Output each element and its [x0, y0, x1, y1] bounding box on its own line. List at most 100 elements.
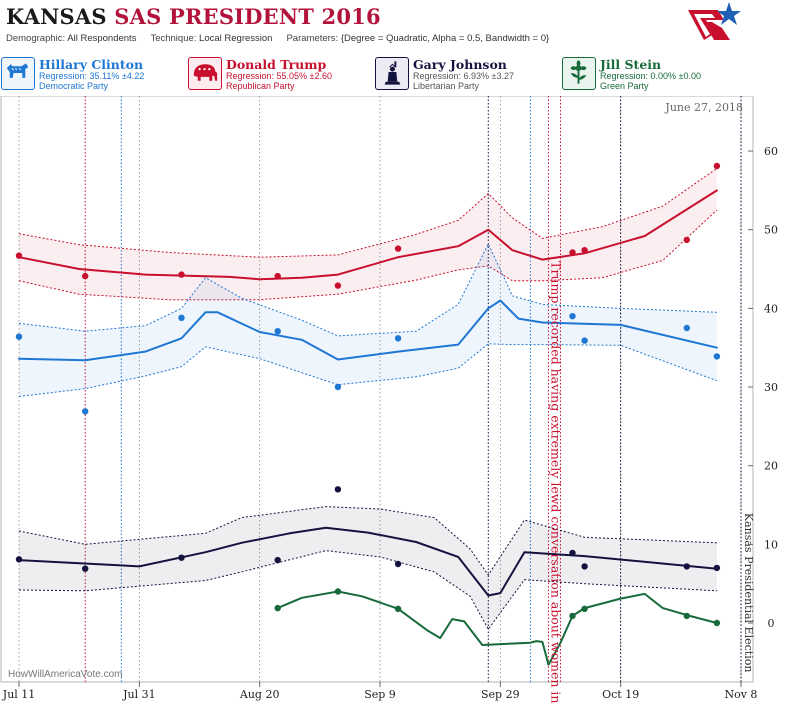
hillary-clinton-poll-point — [334, 383, 342, 391]
candidate-regression: Regression: 35.11% ±4.22 — [39, 71, 145, 81]
gary-johnson-poll-point — [683, 563, 690, 570]
chart-header: KANSAS SAS PRESIDENT 2016 Demographic: A… — [0, 0, 789, 56]
gary-johnson-poll-point — [713, 564, 721, 572]
polling-chart: Trump recorded having extremely lewd con… — [0, 96, 778, 704]
gary-johnson-band-lower — [18, 550, 717, 631]
legend-item-johnson: Gary Johnson Regression: 6.93% ±3.27 Lib… — [374, 56, 562, 92]
donald-trump-band-upper — [18, 167, 718, 258]
annotation-label: Trump recorded having extremely lewd con… — [548, 261, 563, 704]
demographic-value: All Respondents — [67, 33, 137, 44]
candidate-party: Green Party — [600, 81, 649, 91]
hillary-clinton-poll-point — [178, 314, 185, 321]
candidate-name: Hillary Clinton — [39, 57, 144, 72]
gary-johnson-band-fill — [19, 506, 717, 630]
donald-trump-poll-point — [274, 272, 281, 280]
donald-trump-poll-point — [569, 249, 576, 256]
y-tick-label: 20 — [764, 460, 778, 473]
hillary-clinton-poll-point — [274, 328, 281, 335]
poll-points — [15, 162, 721, 627]
plot-frame — [0, 96, 754, 683]
title-rest: SAS PRESIDENT 2016 — [106, 4, 381, 29]
donald-trump-poll-point — [713, 162, 721, 170]
x-tick-label: Aug 20 — [239, 688, 280, 701]
parameters-value: {Degree = Quadratic, Alpha = 0.5, Bandwi… — [340, 33, 550, 44]
gary-johnson-poll-point — [178, 554, 185, 561]
y-axis: 0 10 20 30 40 50 60 — [748, 145, 778, 630]
candidate-regression: Regression: 0.00% ±0.00 — [600, 71, 701, 81]
hillary-clinton-poll-point — [581, 337, 588, 344]
x-tick-label: Nov 8 — [724, 688, 757, 701]
demographic-label: Demographic: — [6, 33, 66, 44]
donkey-icon — [1, 57, 35, 90]
candidate-party: Republican Party — [226, 81, 295, 91]
candidate-regression: Regression: 55.05% ±2.60 — [226, 71, 333, 81]
hillary-clinton-band-fill — [19, 243, 717, 397]
annotations: Trump recorded having extremely lewd con… — [548, 261, 755, 704]
donald-trump-poll-point — [82, 272, 89, 280]
hillary-clinton-poll-point — [569, 313, 576, 320]
candidate-legend: Hillary Clinton Regression: 35.11% ±4.22… — [0, 56, 789, 94]
jill-stein-poll-point — [569, 612, 576, 620]
y-tick-label: 30 — [764, 381, 778, 394]
candidate-name: Donald Trump — [226, 57, 327, 72]
x-tick-label: Oct 19 — [602, 688, 639, 701]
y-tick-label: 10 — [764, 538, 778, 551]
jill-stein-poll-point — [334, 588, 342, 595]
confidence-bands — [18, 167, 718, 631]
y-tick-label: 60 — [764, 145, 778, 158]
page-title: KANSAS SAS PRESIDENT 2016 — [6, 4, 381, 29]
site-logo-icon — [688, 2, 741, 40]
jill-stein-poll-point — [683, 612, 690, 620]
candidate-name: Jill Stein — [600, 57, 662, 72]
jill-stein-poll-point — [274, 604, 281, 612]
jill-stein-poll-point — [581, 605, 588, 612]
technique-value: Local Regression — [199, 33, 273, 44]
legend-item-clinton: Hillary Clinton Regression: 35.11% ±4.22… — [0, 56, 188, 92]
donald-trump-band-fill — [19, 168, 717, 300]
donald-trump-poll-point — [15, 252, 23, 259]
x-tick-label: Jul 11 — [2, 688, 36, 701]
candidate-party: Democratic Party — [39, 81, 109, 91]
technique-label: Technique: — [150, 33, 197, 44]
donald-trump-poll-point — [581, 247, 588, 254]
x-axis: Jul 11 Jul 31 Aug 20 Sep 9 Sep 29 Oct 19 Nov 8 — [2, 682, 757, 701]
grid-lines — [18, 96, 742, 682]
donald-trump-poll-point — [394, 245, 402, 252]
parameters-label: Parameters: — [286, 33, 339, 44]
jill-stein-poll-point — [713, 619, 721, 627]
gary-johnson-poll-point — [334, 486, 342, 493]
title-state: KANSAS — [6, 4, 107, 29]
y-tick-label: 40 — [764, 302, 778, 315]
x-tick-label: Sep 29 — [481, 688, 520, 701]
hillary-clinton-poll-point — [15, 333, 23, 340]
legend-item-trump: Donald Trump Regression: 55.05% ±2.60 Re… — [187, 56, 375, 92]
x-tick-label: Jul 31 — [122, 688, 156, 701]
x-tick-label: Sep 9 — [364, 688, 396, 701]
hillary-clinton-poll-point — [683, 324, 690, 332]
hillary-clinton-band-lower — [18, 343, 718, 397]
gary-johnson-poll-point — [569, 549, 576, 557]
legend-item-stein: Jill Stein Regression: 0.00% ±0.00 Green… — [561, 56, 749, 92]
hillary-clinton-poll-point — [82, 408, 89, 415]
candidate-regression: Regression: 6.93% ±3.27 — [413, 71, 514, 81]
y-tick-label: 0 — [768, 617, 775, 630]
y-tick-label: 50 — [764, 224, 778, 237]
flower-icon — [562, 57, 596, 90]
trend-lines — [18, 189, 718, 666]
site-watermark: HowWillAmericaVote.com — [8, 669, 123, 680]
hillary-clinton-trend-line — [18, 299, 718, 362]
gary-johnson-poll-point — [581, 563, 588, 570]
hillary-clinton-poll-point — [394, 335, 402, 342]
gary-johnson-poll-point — [394, 560, 402, 568]
hillary-clinton-poll-point — [713, 353, 721, 360]
gary-johnson-trend-line — [18, 526, 718, 597]
donald-trump-poll-point — [334, 282, 342, 289]
hillary-clinton-band-upper — [18, 242, 717, 337]
jill-stein-poll-point — [394, 605, 402, 612]
candidate-name: Gary Johnson — [413, 57, 507, 72]
donald-trump-band-lower — [18, 209, 718, 301]
jill-stein-trend-line — [276, 590, 718, 666]
liberty-statue-icon — [375, 57, 409, 90]
candidate-party: Libertarian Party — [413, 81, 480, 91]
gary-johnson-band-upper — [18, 506, 717, 576]
